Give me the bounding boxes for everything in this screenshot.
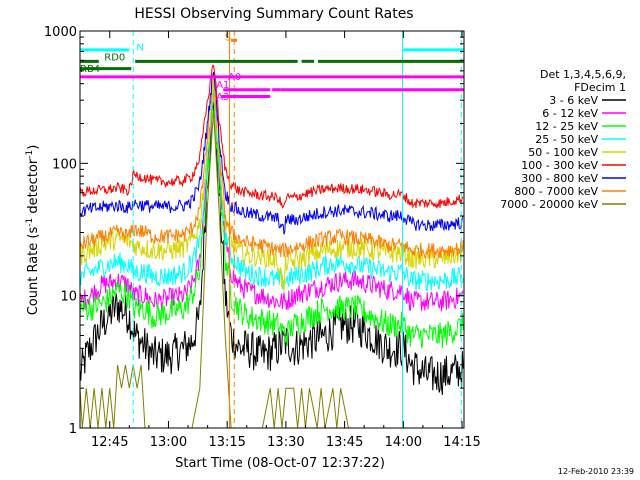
legend-label-2: 12 - 25 keV [535,120,598,133]
state-bar-label-n: N [136,43,143,54]
series-8-line [80,110,464,428]
x-axis-ticks: 12:45 13:00 13:15 13:30 13:45 14:00 14:15 [89,31,481,450]
y-axis-label-mid: detector [26,158,41,218]
state-bar-label-a3: A3 [216,92,229,103]
series-0-line [80,100,464,395]
y-axis-ticks: 1 10 100 1000 [44,25,464,437]
state-bar-label-a1: A1 [216,80,229,91]
series-3-line [80,84,464,292]
legend-label-5: 100 - 300 keV [521,159,598,172]
series-2-line [80,84,464,349]
legend-label-1: 6 - 12 keV [542,107,598,120]
legend-header-2: FDecim 1 [574,81,626,94]
x-axis-label: Start Time (08-Oct-07 12:37:22) [175,456,385,471]
x-tick-label-2: 13:15 [208,435,245,450]
x-tick-label-1: 13:00 [150,435,187,450]
legend-label-3: 25 - 50 keV [535,133,598,146]
legend-label-0: 3 - 6 keV [549,94,598,107]
y-axis-label-sup1: -1 [25,218,35,227]
series-1-line [80,82,464,312]
x-tick-label-6: 14:15 [443,435,480,450]
series-layer [80,64,464,428]
chart-title: HESSI Observing Summary Count Rates [134,6,413,22]
y-tick-label-1: 10 [60,290,77,305]
legend-header-1: Det 1,3,4,5,6,9, [540,68,626,81]
y-axis-label-start: Count Rate (s [26,227,41,316]
legend-label-8: 7000 - 20000 keV [500,198,598,211]
legend-label-4: 50 - 100 keV [528,146,598,159]
x-tick-label-5: 14:00 [385,435,422,450]
series-6-line [80,71,464,235]
legend-label-6: 300 - 800 keV [521,172,598,185]
state-bar-label-rb4: RB4 [80,64,100,75]
series-5-line [80,71,464,260]
footer-timestamp: 12-Feb-2010 23:39 [558,467,634,476]
series-7-line [80,64,464,209]
series-4-line [80,75,464,293]
y-axis-label-end: ) [26,145,41,150]
y-tick-label-2: 100 [52,157,77,172]
y-tick-label-0: 1 [69,422,77,437]
state-bar-label-a0: A0 [228,72,241,83]
plot-frame [79,30,465,429]
y-axis-label-sup2: -1 [25,150,35,159]
y-axis-label: Count Rate (s-1 detector-1) [25,145,41,316]
y-tick-label-3: 1000 [44,25,77,40]
x-tick-label-3: 13:30 [267,435,304,450]
state-bar-label-s: S [225,32,231,43]
x-tick-label-4: 13:45 [326,435,363,450]
legend-label-7: 800 - 7000 keV [514,185,598,198]
state-bar-label-rd0: RD0 [104,52,125,63]
x-tick-label-0: 12:45 [91,435,128,450]
